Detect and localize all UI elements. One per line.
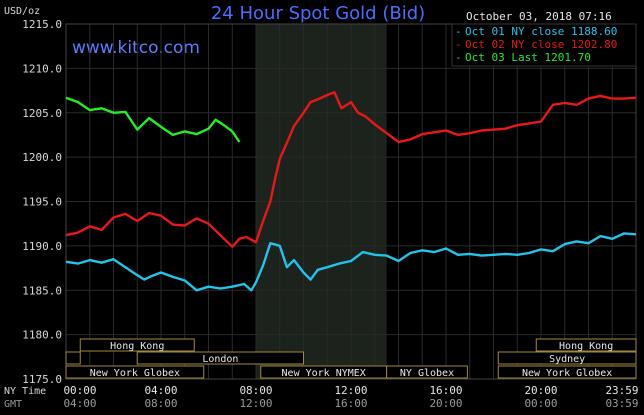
session-label: Hong Kong (559, 341, 613, 352)
session-box (65, 351, 81, 365)
session-box (497, 365, 637, 379)
legend-marker: - (455, 51, 462, 64)
session-label: New York Globex (90, 368, 180, 379)
x-tick-label-gmt: 20:00 (429, 397, 462, 410)
y-tick-label: 1185.0 (22, 284, 62, 297)
unit-label: USD/oz (4, 6, 40, 17)
legend-entry: Oct 02 NY close 1202.80 (465, 38, 617, 51)
session-label: NY Globex (400, 368, 454, 379)
y-tick-label: 1195.0 (22, 196, 62, 209)
plot-frame (65, 23, 637, 380)
x-tick-label-gmt: 12:00 (239, 397, 272, 410)
y-tick-label: 1215.0 (22, 18, 62, 31)
chart-datetime: October 03, 2018 07:16 (466, 10, 612, 23)
y-tick-label: 1210.0 (22, 62, 62, 75)
session-label: London (202, 354, 238, 365)
tz-secondary-label: GMT (4, 399, 22, 410)
series-line-1 (65, 232, 637, 292)
x-tick-label-gmt: 04:00 (63, 397, 96, 410)
session-label: New York Globex (522, 368, 612, 379)
x-tick-label-ny: 12:00 (334, 384, 367, 397)
y-tick-label: 1200.0 (22, 151, 62, 164)
legend-marker: - (455, 25, 462, 38)
session-box (136, 351, 304, 365)
session-box (535, 338, 637, 352)
y-tick-label: 1180.0 (22, 329, 62, 342)
x-tick-label-ny: 16:00 (429, 384, 462, 397)
legend-box (451, 23, 637, 67)
session-box (386, 365, 468, 379)
site-link[interactable]: www.kitco.com (72, 38, 200, 58)
legend: - Oct 01 NY close 1188.60- Oct 02 NY close… (451, 23, 637, 67)
x-tick-label-ny: 00:00 (63, 384, 96, 397)
tz-primary-label: NY Time (4, 386, 46, 397)
session-label: Sydney (549, 354, 585, 365)
x-tick-label-ny: 20:00 (524, 384, 557, 397)
legend-marker: - (455, 38, 462, 51)
session-box (497, 351, 637, 365)
chart-title: 24 Hour Spot Gold (Bid) (211, 3, 425, 24)
y-tick-label: 1190.0 (22, 240, 62, 253)
x-tick-label-ny: 23:59 (605, 384, 638, 397)
plot-area: 1175.0 1180.0 1185.0 1190.0 1195.0 1200.0 1205… (22, 18, 638, 410)
x-tick-label-ny: 04:00 (144, 384, 177, 397)
y-tick-label: 1205.0 (22, 107, 62, 120)
session-box (79, 338, 195, 352)
x-tick-label-gmt: 03:59 (605, 397, 638, 410)
x-tick-label-gmt: 16:00 (334, 397, 367, 410)
legend-entry: Oct 01 NY close 1188.60 (465, 25, 617, 38)
x-tick-label-gmt: 00:00 (524, 397, 557, 410)
series-line-2 (65, 91, 637, 248)
session-box (65, 365, 205, 379)
y-tick-label: 1175.0 (22, 373, 62, 386)
x-tick-label-ny: 08:00 (239, 384, 272, 397)
session-label: New York NYMEX (282, 368, 366, 379)
series-line-3 (65, 96, 241, 143)
session-label: Hong Kong (110, 341, 164, 352)
x-tick-label-gmt: 08:00 (144, 397, 177, 410)
legend-entry: Oct 03 Last 1201.70 (465, 51, 591, 64)
